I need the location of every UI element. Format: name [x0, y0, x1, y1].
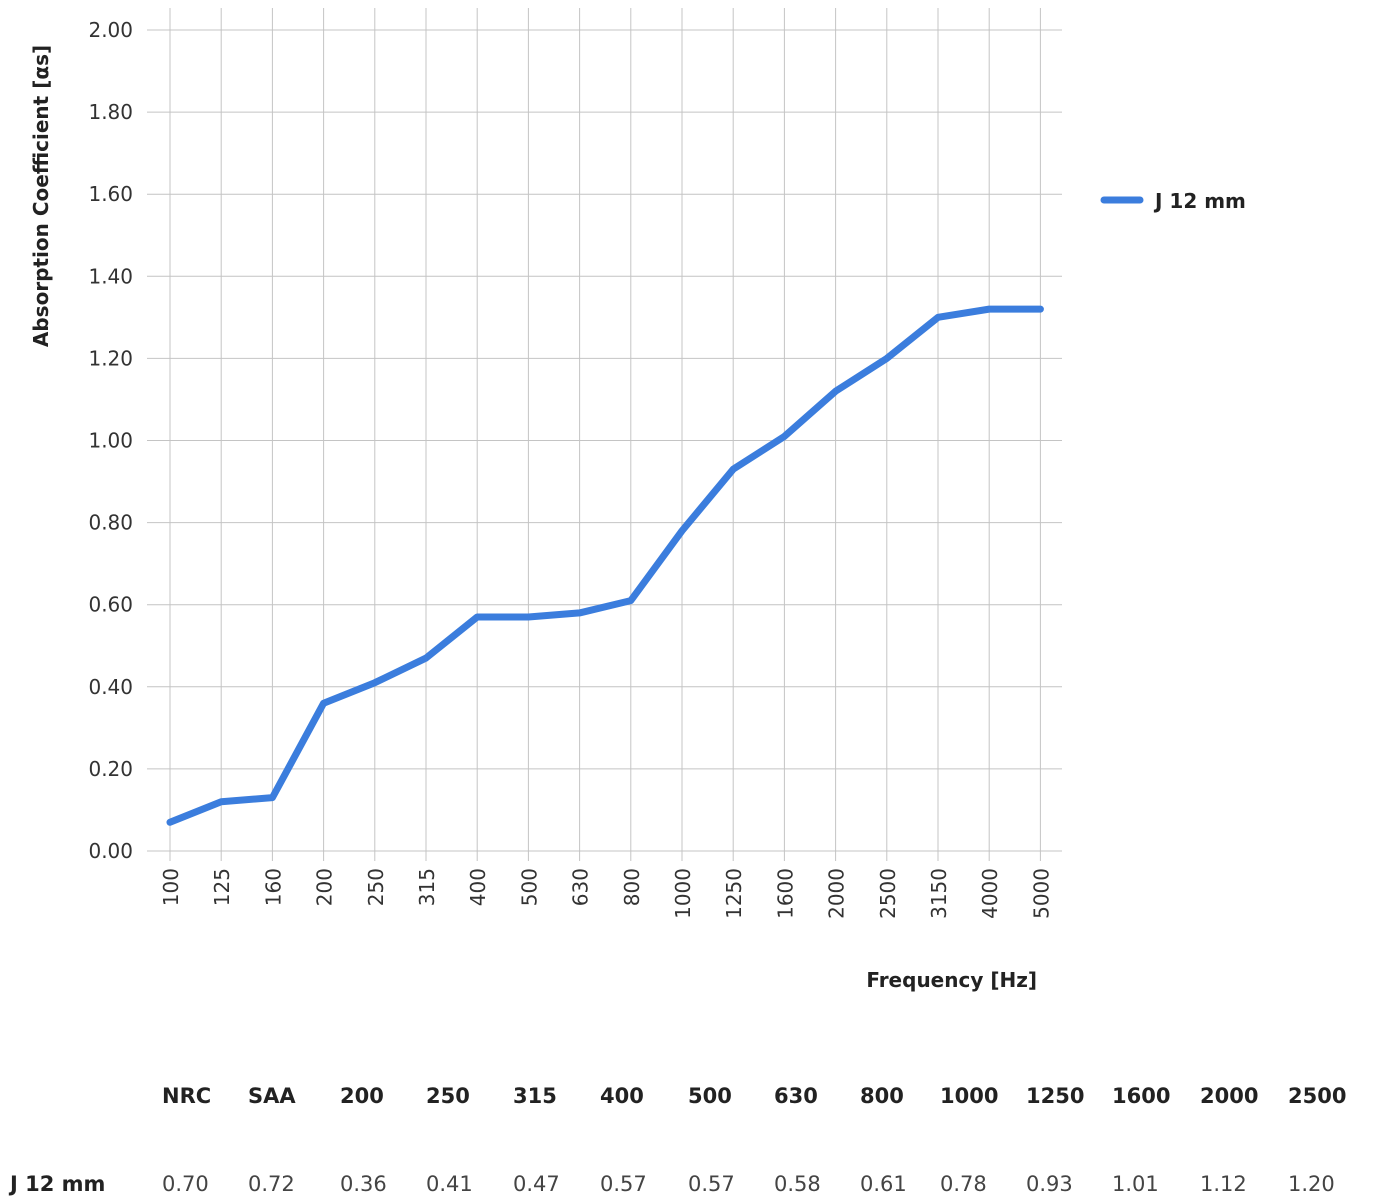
summary-header-cell: 2000	[1200, 1078, 1258, 1114]
y-tick-label: 1.00	[88, 429, 133, 453]
x-tick-label: 630	[569, 868, 593, 906]
x-tick-label: 5000	[1029, 868, 1053, 919]
summary-value-cell: 0.58	[774, 1166, 821, 1202]
x-tick-label: 500	[517, 868, 541, 906]
x-tick-label: 400	[466, 868, 490, 906]
y-tick-label: 0.80	[88, 511, 133, 535]
x-tick-label: 315	[415, 868, 439, 906]
summary-header-cell: 800	[860, 1078, 904, 1114]
summary-value-row: J 12 mm 0.70 0.72 0.36 0.41 0.47 0.57 0.57 0.58 0…	[0, 1166, 1394, 1202]
summary-header-cell: NRC	[162, 1078, 211, 1114]
summary-value-cell: 0.70	[162, 1166, 209, 1202]
summary-table: NRC SAA 200 250 315 400 500 630 800 1000 1250 1600 2…	[0, 1078, 1394, 1202]
summary-header-cell: 2500	[1288, 1078, 1346, 1114]
y-tick-label: 2.00	[88, 18, 133, 42]
summary-header-cell: 1000	[940, 1078, 998, 1114]
summary-value-cell: 0.57	[600, 1166, 647, 1202]
y-axis-ticks: 0.00 0.20 0.40 0.60 0.80 1.00 1.20 1.40 1.60 1.80…	[88, 18, 133, 863]
summary-value-cell: 1.20	[1288, 1166, 1335, 1202]
x-tick-label: 125	[210, 868, 234, 906]
absorption-chart: 0.00 0.20 0.40 0.60 0.80 1.00 1.20 1.40 1.60 1.80…	[0, 0, 1394, 1040]
summary-header-cell: 250	[426, 1078, 470, 1114]
summary-value-cell: 0.78	[940, 1166, 987, 1202]
summary-header-row: NRC SAA 200 250 315 400 500 630 800 1000 1250 1600 2…	[0, 1078, 1394, 1114]
summary-value-cell: 0.61	[860, 1166, 907, 1202]
y-tick-label: 1.80	[88, 100, 133, 124]
series-line	[170, 309, 1040, 822]
y-tick-label: 1.60	[88, 182, 133, 206]
summary-header-cell: SAA	[248, 1078, 296, 1114]
summary-header-cell: 1250	[1026, 1078, 1084, 1114]
x-tick-label: 250	[364, 868, 388, 906]
summary-header-cell: 315	[513, 1078, 557, 1114]
x-tick-label: 1600	[773, 868, 797, 919]
legend-label: J 12 mm	[1153, 189, 1246, 213]
x-tick-label: 1250	[722, 868, 746, 919]
x-tick-label: 100	[159, 868, 183, 906]
x-tick-label: 800	[620, 868, 644, 906]
summary-value-cell: 0.93	[1026, 1166, 1073, 1202]
y-axis-title: Absorption Coefficient [αs]	[29, 45, 53, 347]
x-axis-ticks: 100 125 160 200 250 315 400 500 630 800 1000 1250 16…	[159, 868, 1053, 919]
y-tick-label: 1.40	[88, 264, 133, 288]
x-tick-label: 200	[313, 868, 337, 906]
summary-value-cell: 1.12	[1200, 1166, 1247, 1202]
y-tick-label: 1.20	[88, 346, 133, 370]
chart-grid	[147, 8, 1062, 861]
x-tick-label: 2500	[876, 868, 900, 919]
summary-value-cell: 0.57	[688, 1166, 735, 1202]
chart-legend: J 12 mm	[1104, 189, 1246, 213]
x-axis-title: Frequency [Hz]	[866, 968, 1037, 992]
x-tick-label: 160	[261, 868, 285, 906]
chart-series	[170, 309, 1041, 822]
y-tick-label: 0.20	[88, 757, 133, 781]
y-tick-label: 0.60	[88, 593, 133, 617]
x-tick-label: 4000	[978, 868, 1002, 919]
summary-value-cell: 0.41	[426, 1166, 473, 1202]
x-tick-label: 1000	[671, 868, 695, 919]
x-tick-label: 2000	[825, 868, 849, 919]
summary-header-cell: 1600	[1112, 1078, 1170, 1114]
summary-value-cell: 0.72	[248, 1166, 295, 1202]
summary-header-cell: 500	[688, 1078, 732, 1114]
summary-header-cell: 200	[340, 1078, 384, 1114]
summary-value-cell: 0.47	[513, 1166, 560, 1202]
summary-value-cell: 0.36	[340, 1166, 387, 1202]
y-tick-label: 0.00	[88, 839, 133, 863]
y-tick-label: 0.40	[88, 675, 133, 699]
summary-header-cell: 400	[600, 1078, 644, 1114]
summary-header-cell: 630	[774, 1078, 818, 1114]
x-tick-label: 3150	[927, 868, 951, 919]
summary-row-label: J 12 mm	[10, 1166, 105, 1202]
summary-value-cell: 1.01	[1112, 1166, 1159, 1202]
